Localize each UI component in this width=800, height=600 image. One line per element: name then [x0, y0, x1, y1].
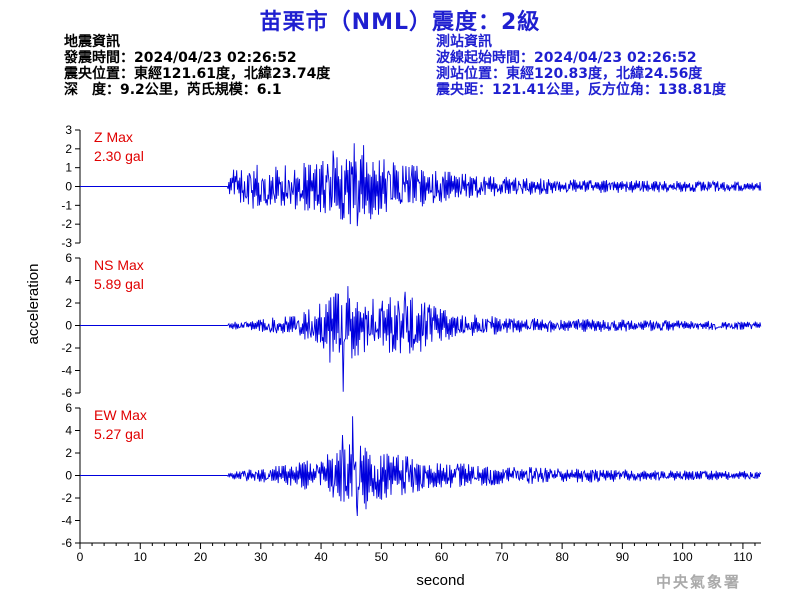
y-tick-label: -2: [61, 341, 72, 355]
y-tick-label: -6: [61, 386, 72, 400]
x-tick-label: 10: [134, 550, 148, 564]
trace-ns: [80, 286, 762, 392]
y-tick-label: 4: [65, 274, 72, 288]
earthquake-info-heading: 地震資訊: [64, 34, 120, 50]
trace-z: [80, 143, 762, 227]
y-tick-label: -2: [61, 217, 72, 231]
y-tick-label: 1: [65, 161, 72, 175]
y-tick-label: 6: [65, 251, 72, 265]
x-tick-label: 40: [314, 550, 328, 564]
y-tick-label: 2: [65, 446, 72, 460]
x-tick-label: 80: [555, 550, 569, 564]
station-info: 測站資訊 波線起始時間：2024/04/23 02:26:52 測站位置：東經1…: [436, 34, 726, 98]
max-value-ns: 5.89 gal: [94, 276, 144, 292]
depth-magnitude: 深 度：9.2公里，芮氏規模：6.1: [64, 82, 282, 98]
max-label-ew: EW Max: [94, 407, 147, 423]
y-tick-label: 2: [65, 296, 72, 310]
agency-credit: 中央氣象署: [656, 573, 742, 591]
y-tick-label: -6: [61, 536, 72, 550]
station-location: 測站位置：東經120.83度，北緯24.56度: [436, 66, 703, 82]
y-tick-label: 4: [65, 424, 72, 438]
x-tick-label: 90: [616, 550, 630, 564]
max-label-z: Z Max: [94, 129, 133, 145]
wave-start-time: 波線起始時間：2024/04/23 02:26:52: [436, 50, 697, 66]
x-tick-label: 100: [673, 550, 693, 564]
y-axis-label: acceleration: [25, 264, 42, 345]
y-tick-label: 2: [65, 142, 72, 156]
y-tick-label: -3: [61, 236, 72, 250]
x-tick-label: 30: [254, 550, 268, 564]
x-tick-label: 110: [733, 550, 752, 564]
y-tick-label: -4: [61, 514, 72, 528]
y-tick-label: 0: [65, 469, 72, 483]
y-tick-label: -2: [61, 491, 72, 505]
chart-title: 苗栗市（NML）震度：2級: [259, 10, 541, 35]
max-value-z: 2.30 gal: [94, 148, 144, 164]
origin-time: 發震時間：2024/04/23 02:26:52: [64, 50, 297, 66]
x-tick-label: 0: [77, 550, 84, 564]
epicenter-location: 震央位置：東經121.61度，北緯23.74度: [64, 66, 331, 82]
y-tick-label: 3: [65, 123, 72, 137]
max-label-ns: NS Max: [94, 257, 144, 273]
station-info-heading: 測站資訊: [436, 34, 492, 50]
max-value-ew: 5.27 gal: [94, 426, 144, 442]
y-tick-label: 6: [65, 401, 72, 415]
x-tick-label: 50: [375, 550, 389, 564]
y-tick-label: 0: [65, 319, 72, 333]
x-tick-label: 20: [194, 550, 208, 564]
y-tick-label: 0: [65, 180, 72, 194]
x-axis-label: second: [416, 572, 464, 589]
trace-ew: [80, 416, 762, 517]
earthquake-info: 地震資訊 發震時間：2024/04/23 02:26:52 震央位置：東經121…: [64, 34, 330, 98]
x-tick-label: 60: [435, 550, 449, 564]
y-tick-label: -4: [61, 364, 72, 378]
epicentral-distance-azimuth: 震央距：121.41公里，反方位角：138.81度: [436, 82, 727, 98]
x-tick-label: 70: [495, 550, 509, 564]
y-tick-label: -1: [61, 198, 72, 212]
